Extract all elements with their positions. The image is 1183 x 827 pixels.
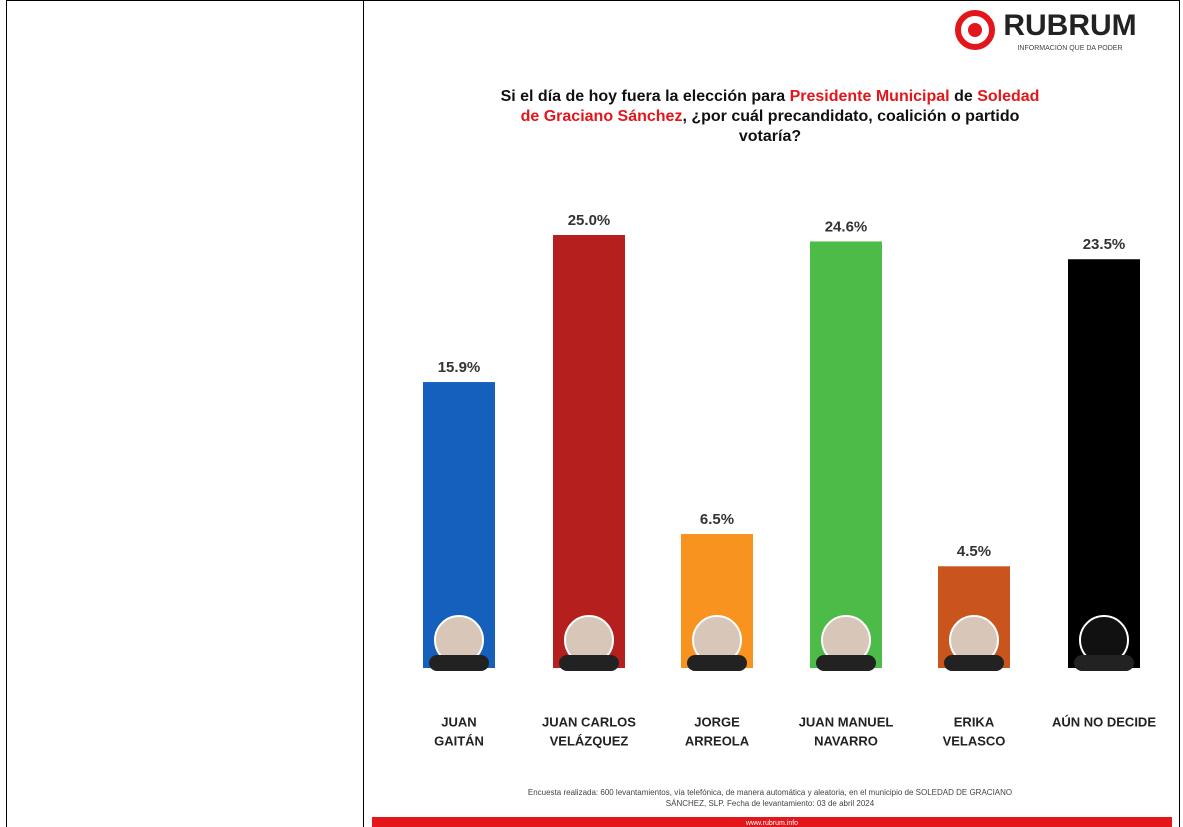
portrait-shoulders	[944, 655, 1004, 671]
category-label: VELASCO	[943, 733, 1006, 748]
category-label: JUAN	[441, 714, 476, 729]
table-border	[6, 0, 1180, 827]
value-label: 15.9%	[438, 359, 481, 376]
title-segment: de Graciano Sánchez	[521, 108, 683, 125]
title-segment: Si el día de hoy fuera la elección para	[501, 88, 790, 105]
value-label: 24.6%	[825, 218, 868, 235]
category-label: ARREOLA	[685, 733, 750, 748]
value-label: 25.0%	[568, 212, 611, 229]
brand: RUBRUM	[1003, 9, 1136, 42]
title-segment: votaría?	[739, 128, 801, 145]
value-label: 6.5%	[700, 511, 734, 528]
brand-tagline: INFORMACIÓN QUE DA PODER	[1017, 43, 1122, 52]
chart-title-line: Si el día de hoy fuera la elección para …	[501, 88, 1040, 105]
portrait-shoulders	[559, 655, 619, 671]
category-label: JUAN MANUEL	[799, 714, 894, 729]
title-segment: , ¿por cuál precandidato, coalición o pa…	[682, 108, 1019, 125]
bar	[810, 241, 882, 669]
category-label: GAITÁN	[434, 733, 484, 748]
category-label: JUAN CARLOS	[542, 714, 636, 729]
title-segment: de	[950, 88, 978, 105]
logo-dot	[968, 23, 982, 37]
footer-note: SÁNCHEZ, SLP. Fecha de levantamiento: 03…	[666, 799, 875, 808]
value-label: 23.5%	[1083, 236, 1126, 253]
title-segment: Soledad	[977, 88, 1039, 105]
portrait-shoulders	[687, 655, 747, 671]
footer-note: Encuesta realizada: 600 levantamientos, …	[528, 788, 1012, 797]
website: www.rubrum.info	[745, 820, 798, 827]
footer-bar	[372, 817, 1172, 827]
chart-title-line: votaría?	[739, 128, 801, 145]
category-label: AÚN NO DECIDE	[1052, 714, 1156, 729]
category-label: JORGE	[694, 714, 740, 729]
bar	[553, 235, 625, 668]
title-segment: Presidente Municipal	[790, 88, 950, 105]
category-label: VELÁZQUEZ	[550, 733, 629, 748]
chart-title-line: de Graciano Sánchez, ¿por cuál precandid…	[521, 108, 1020, 125]
value-label: 4.5%	[957, 543, 991, 560]
category-label: ERIKA	[954, 714, 995, 729]
portrait-shoulders	[1074, 655, 1134, 671]
bar	[1068, 259, 1140, 668]
portrait-shoulders	[816, 655, 876, 671]
category-label: NAVARRO	[814, 733, 878, 748]
portrait-shoulders	[429, 655, 489, 671]
logo-ring	[955, 10, 995, 50]
